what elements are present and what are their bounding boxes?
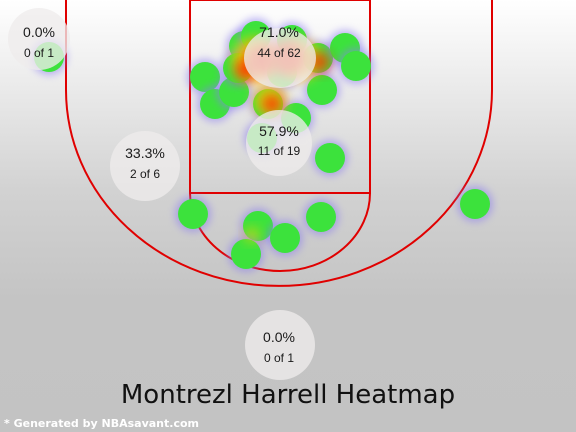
shot-mark	[306, 202, 336, 232]
heat-blob	[245, 228, 259, 242]
zone-count: 0 of 1	[263, 351, 295, 365]
zone-bubble-left-corner	[8, 8, 70, 70]
shot-mark	[315, 143, 345, 173]
zone-pct: 0.0%	[23, 24, 55, 40]
zone-count: 2 of 6	[129, 167, 161, 181]
zone-bubble-left-midrange	[110, 131, 180, 201]
heat-blob	[263, 95, 281, 113]
shot-mark	[190, 62, 220, 92]
zone-label-left-midrange: 33.3% 2 of 6	[90, 145, 200, 181]
zone-count: 44 of 62	[257, 46, 301, 60]
zone-pct: 0.0%	[263, 329, 295, 345]
zone-label-backcourt: 0.0% 0 of 1	[224, 329, 334, 365]
zone-label-left-corner: 0.0% 0 of 1	[0, 24, 94, 60]
zone-label-paint: 57.9% 11 of 19	[224, 123, 334, 158]
zone-count: 0 of 1	[23, 46, 55, 60]
zone-bubble-restricted-area	[244, 28, 316, 88]
zone-bubble-backcourt	[245, 310, 315, 380]
shot-mark	[307, 75, 337, 105]
shot-mark	[270, 223, 300, 253]
zone-pct: 33.3%	[125, 145, 165, 161]
shot-mark	[341, 51, 371, 81]
zone-label-restricted-area: 71.0% 44 of 62	[224, 24, 334, 60]
chart-title: Montrezl Harrell Heatmap	[120, 380, 456, 410]
three-point-arc	[65, 0, 493, 287]
zone-bubble-paint	[246, 110, 312, 176]
credit-text: * Generated by NBAsavant.com	[4, 417, 199, 430]
shot-mark	[178, 199, 208, 229]
zone-pct: 57.9%	[259, 123, 299, 139]
shot-mark	[460, 189, 490, 219]
zone-count: 11 of 19	[257, 144, 301, 158]
paint-lane	[189, 0, 371, 194]
shot-mark	[231, 239, 261, 269]
zone-pct: 71.0%	[259, 24, 299, 40]
